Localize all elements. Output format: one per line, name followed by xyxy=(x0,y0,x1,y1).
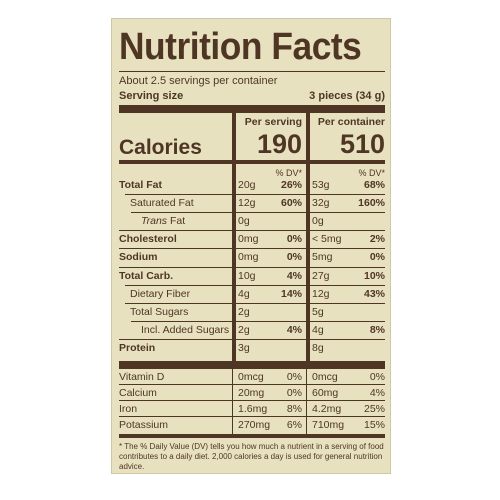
calories-per-serving: 190 xyxy=(256,129,302,159)
container-amount: 5mg xyxy=(312,251,333,263)
serving-amount: 0g xyxy=(238,215,250,227)
serving-dv: 0% xyxy=(286,251,302,263)
container-dv: 4% xyxy=(369,387,385,399)
container-amount: 53g xyxy=(312,179,330,191)
label-title: Nutrition Facts xyxy=(119,26,362,68)
serving-size-label: Serving size xyxy=(119,90,184,102)
row-divider xyxy=(119,400,385,401)
row-divider xyxy=(119,339,385,340)
nutrient-name: Cholesterol xyxy=(119,233,177,245)
nutrient-name: Total Fat xyxy=(119,179,162,191)
column-divider-right-thin xyxy=(306,369,307,434)
row-divider xyxy=(119,230,385,231)
nutrient-name: Total Carb. xyxy=(119,270,174,282)
nutrient-name: Saturated Fat xyxy=(130,197,194,209)
serving-amount: 20g xyxy=(238,179,256,191)
nutrient-name-italic: Trans xyxy=(141,215,168,227)
container-amount: 4.2mg xyxy=(312,403,342,415)
container-amount: 5g xyxy=(312,306,324,318)
serving-amount: 10g xyxy=(238,270,256,282)
container-dv: 25% xyxy=(363,403,385,415)
serving-dv: 4% xyxy=(286,324,302,336)
nutrient-name: Sodium xyxy=(119,251,158,263)
serving-amount: 20mg xyxy=(238,387,265,399)
serving-amount: 1.6mg xyxy=(238,403,268,415)
container-amount: 4g xyxy=(312,324,324,336)
servings-per-container: About 2.5 servings per container xyxy=(119,75,278,87)
container-dv: 0% xyxy=(369,251,385,263)
nutrient-name: Incl. Added Sugars xyxy=(141,324,230,336)
serving-amount: 0mg xyxy=(238,233,259,245)
mineral-name: Vitamin D xyxy=(119,371,165,383)
mineral-name: Calcium xyxy=(119,387,157,399)
container-amount: 0mcg xyxy=(312,371,338,383)
dv-header-container: % DV* xyxy=(358,168,385,178)
container-dv: 2% xyxy=(369,233,385,245)
container-amount: < 5mg xyxy=(312,233,342,245)
container-dv: 10% xyxy=(363,270,385,282)
serving-amount: 4g xyxy=(238,288,250,300)
footnote: * The % Daily Value (DV) tells you how m… xyxy=(119,442,384,471)
serving-dv: 0% xyxy=(286,387,302,399)
mineral-name: Iron xyxy=(119,403,138,415)
per-container-label: Per container xyxy=(317,116,385,128)
row-divider xyxy=(125,194,385,195)
per-serving-label: Per serving xyxy=(244,116,302,128)
container-amount: 60mg xyxy=(312,387,339,399)
container-dv: 8% xyxy=(369,324,385,336)
row-divider xyxy=(119,416,385,417)
container-amount: 27g xyxy=(312,270,330,282)
container-amount: 8g xyxy=(312,342,324,354)
medium-divider xyxy=(119,160,385,164)
serving-amount: 0mcg xyxy=(238,371,264,383)
serving-dv: 26% xyxy=(280,179,302,191)
serving-amount: 2g xyxy=(238,324,250,336)
row-divider xyxy=(119,267,385,268)
column-divider-left-thin xyxy=(232,369,233,434)
divider xyxy=(119,71,385,72)
nutrient-name: Dietary Fiber xyxy=(130,288,191,300)
serving-dv: 4% xyxy=(286,270,302,282)
nutrient-name: Protein xyxy=(119,342,156,354)
serving-amount: 0mg xyxy=(238,251,259,263)
serving-dv: 0% xyxy=(286,371,302,383)
container-dv: 160% xyxy=(358,197,385,209)
container-amount: 0g xyxy=(312,215,324,227)
row-divider xyxy=(119,248,385,249)
serving-dv: 6% xyxy=(286,419,302,431)
dv-header-serving: % DV* xyxy=(275,168,302,178)
container-dv: 15% xyxy=(363,419,385,431)
container-amount: 32g xyxy=(312,197,330,209)
serving-amount: 270mg xyxy=(238,419,271,431)
serving-amount: 3g xyxy=(238,342,250,354)
footnote-divider xyxy=(119,434,385,438)
container-amount: 710mg xyxy=(312,419,345,431)
row-divider xyxy=(131,321,385,322)
serving-dv: 0% xyxy=(286,233,302,245)
serving-dv: 60% xyxy=(280,197,302,209)
serving-amount: 12g xyxy=(238,197,256,209)
calories-per-container: 510 xyxy=(339,129,385,159)
mineral-name: Potassium xyxy=(119,419,169,431)
nutrition-facts-label: Nutrition Facts About 2.5 servings per c… xyxy=(111,18,391,474)
column-divider-right xyxy=(306,113,310,365)
thick-divider xyxy=(119,105,385,113)
row-divider xyxy=(119,384,385,385)
nutrient-name: Trans Fat xyxy=(141,215,186,227)
container-dv: 0% xyxy=(369,371,385,383)
column-divider-left xyxy=(232,113,236,365)
container-amount: 12g xyxy=(312,288,330,300)
row-divider xyxy=(125,303,385,304)
serving-dv: 8% xyxy=(286,403,302,415)
container-dv: 68% xyxy=(363,179,385,191)
calories-label: Calories xyxy=(119,136,202,159)
serving-size-value: 3 pieces (34 g) xyxy=(309,90,385,102)
container-dv: 43% xyxy=(363,288,385,300)
row-divider xyxy=(131,212,385,213)
row-divider xyxy=(125,285,385,286)
serving-dv: 14% xyxy=(280,288,302,300)
serving-amount: 2g xyxy=(238,306,250,318)
nutrient-name: Total Sugars xyxy=(130,306,189,318)
thick-divider-bottom xyxy=(119,361,385,369)
